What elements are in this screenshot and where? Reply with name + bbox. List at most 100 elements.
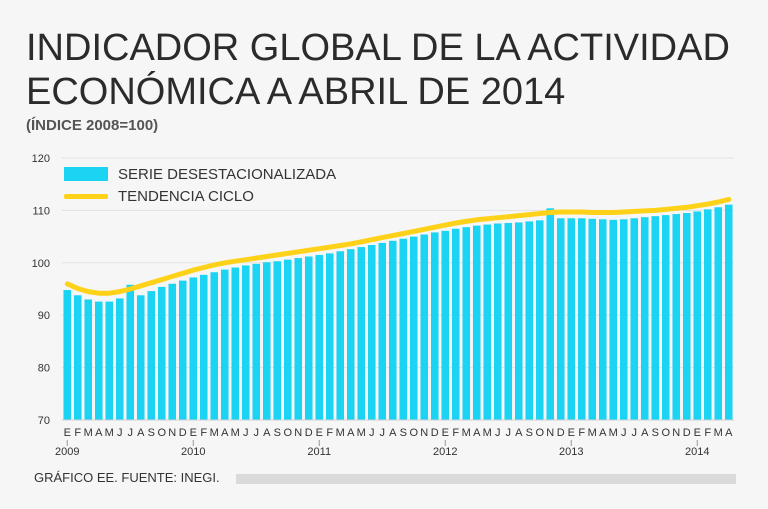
bar-35 <box>430 232 439 420</box>
x-tick-label-month: E <box>190 427 197 439</box>
bar-46 <box>546 208 555 420</box>
legend-item-bars: SERIE DESESTACIONALIZADA <box>64 163 336 185</box>
x-tick-label-month: M <box>105 427 114 439</box>
bar-62 <box>714 207 723 420</box>
bar-6 <box>126 284 135 420</box>
x-tick-label-month: A <box>347 427 355 439</box>
x-tick-label-month: M <box>714 427 723 439</box>
source-divider <box>236 474 736 484</box>
bar-28 <box>357 247 366 420</box>
y-tick-label: 70 <box>38 415 50 427</box>
x-tick-label-month: N <box>420 427 428 439</box>
x-tick-label-month: S <box>148 427 155 439</box>
x-tick-label-month: D <box>557 427 565 439</box>
x-tick-label-month: E <box>64 427 71 439</box>
bar-59 <box>682 213 691 420</box>
y-tick-label: 120 <box>32 153 50 165</box>
x-tick-label-month: S <box>652 427 659 439</box>
bar-55 <box>640 217 649 420</box>
legend-swatch-bars <box>64 167 108 181</box>
chart-subtitle: (ÍNDICE 2008=100) <box>26 117 159 134</box>
x-tick-label-month: E <box>694 427 701 439</box>
bar-44 <box>525 221 534 420</box>
source-note: GRÁFICO EE. FUENTE: INEGI. <box>34 470 220 485</box>
y-tick-label: 80 <box>38 363 50 375</box>
x-tick-label-month: M <box>462 427 471 439</box>
bar-29 <box>367 244 376 420</box>
x-tick-label-month: M <box>588 427 597 439</box>
bar-45 <box>535 220 544 420</box>
bar-22 <box>294 258 303 420</box>
bar-13 <box>199 274 208 420</box>
chart-title-line-1: INDICADOR GLOBAL DE LA ACTIVIDAD <box>26 27 730 69</box>
bar-48 <box>567 218 576 420</box>
bar-19 <box>262 262 271 420</box>
bar-53 <box>619 219 628 420</box>
x-tick-label-month: F <box>74 427 81 439</box>
bar-5 <box>115 298 124 420</box>
x-tick-label-month: F <box>704 427 711 439</box>
bar-52 <box>609 219 618 420</box>
bar-31 <box>388 240 397 420</box>
x-tick-label-month: J <box>506 427 512 439</box>
x-tick-label-month: F <box>326 427 333 439</box>
x-tick-label-month: A <box>599 427 607 439</box>
bar-16 <box>231 267 240 420</box>
bar-56 <box>651 216 660 420</box>
x-tick-label-month: S <box>274 427 281 439</box>
chart-title: INDICADOR GLOBAL DE LA ACTIVIDAD ECONÓMI… <box>26 26 766 114</box>
bar-8 <box>147 291 156 420</box>
x-tick-label-month: M <box>336 427 345 439</box>
bar-25 <box>325 253 334 420</box>
bar-40 <box>483 224 492 420</box>
x-tick-label-month: M <box>357 427 366 439</box>
bar-33 <box>409 236 418 420</box>
x-tick-label-month: J <box>128 427 134 439</box>
bar-12 <box>189 277 198 420</box>
bar-17 <box>241 265 250 420</box>
bar-27 <box>346 249 355 420</box>
bar-0 <box>63 290 72 420</box>
x-tick-label-month: J <box>495 427 501 439</box>
x-tick-label-month: M <box>231 427 240 439</box>
bar-2 <box>84 299 93 420</box>
bar-38 <box>462 227 471 420</box>
x-tick-label-month: N <box>672 427 680 439</box>
bar-49 <box>577 218 586 420</box>
bar-34 <box>420 234 429 420</box>
x-tick-label-month: O <box>535 427 544 439</box>
bar-1 <box>73 295 82 420</box>
legend-swatch-trend <box>64 193 108 199</box>
bar-54 <box>630 218 639 420</box>
x-tick-label-month: D <box>179 427 187 439</box>
bar-7 <box>136 295 145 420</box>
x-tick-label-month: J <box>117 427 123 439</box>
bar-37 <box>451 228 460 420</box>
legend-label-trend: TENDENCIA CICLO <box>118 187 254 205</box>
x-tick-label-year: 2010 <box>181 446 205 458</box>
bar-43 <box>514 222 523 420</box>
bar-4 <box>105 301 114 420</box>
bar-23 <box>304 256 313 420</box>
bar-42 <box>504 222 513 420</box>
y-tick-label: 110 <box>32 205 50 217</box>
x-tick-label-year: 2011 <box>307 446 331 458</box>
x-tick-label-month: D <box>305 427 313 439</box>
chart-legend: SERIE DESESTACIONALIZADA TENDENCIA CICLO <box>64 163 336 207</box>
bar-58 <box>672 214 681 420</box>
x-tick-label-month: J <box>380 427 386 439</box>
x-tick-label-month: D <box>683 427 691 439</box>
bar-60 <box>693 211 702 420</box>
bar-32 <box>399 238 408 420</box>
x-tick-label-month: N <box>546 427 554 439</box>
legend-item-trend: TENDENCIA CICLO <box>64 185 336 207</box>
x-tick-label-month: O <box>157 427 166 439</box>
x-tick-label-month: A <box>473 427 481 439</box>
bar-10 <box>168 283 177 420</box>
x-tick-label-month: A <box>263 427 271 439</box>
legend-label-bars: SERIE DESESTACIONALIZADA <box>118 165 337 183</box>
x-tick-label-month: M <box>84 427 93 439</box>
x-tick-label-month: J <box>369 427 375 439</box>
x-tick-label-month: A <box>389 427 397 439</box>
